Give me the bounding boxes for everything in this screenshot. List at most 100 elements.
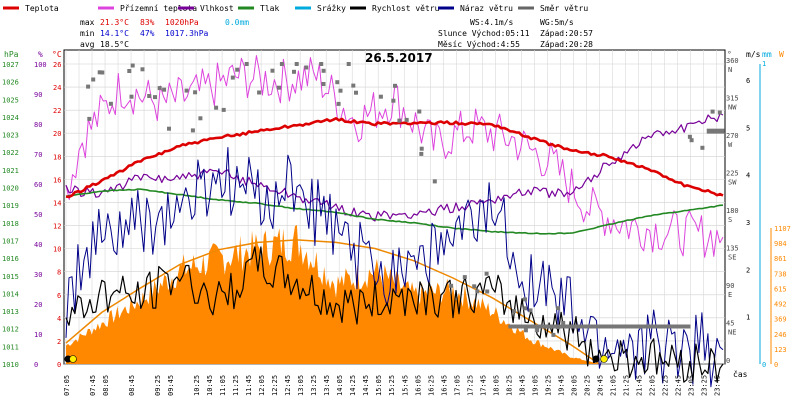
y-tick-humidity: 10	[34, 331, 42, 339]
y-tick-pressure: 1026	[2, 79, 19, 87]
y-tick-temperature: 8	[57, 269, 61, 277]
info-sun-set: Západ:20:57	[540, 29, 593, 38]
x-tick-label: 12:05	[258, 375, 266, 396]
wind-direction-point	[198, 116, 203, 121]
wind-direction-point	[270, 68, 275, 73]
wind-direction-point	[561, 320, 566, 325]
stats-max-hum: 83%	[140, 18, 155, 27]
y-tick-pressure: 1019	[2, 202, 19, 210]
x-tick-label: 15:25	[388, 375, 396, 396]
y-tick-solar: 492	[774, 301, 787, 309]
wind-direction-point	[338, 88, 343, 93]
y-tick-direction: 180	[726, 207, 739, 215]
wind-direction-point	[294, 62, 299, 66]
wind-direction-point	[140, 67, 145, 72]
wind-direction-point	[257, 90, 262, 95]
y-tick-pressure: 1023	[2, 132, 19, 140]
x-tick-label: 12:25	[271, 375, 279, 396]
y-tick-direction: 45	[726, 320, 734, 328]
y-tick-pressure: 1010	[2, 361, 19, 369]
y-tick-direction-name: E	[728, 291, 732, 299]
y-tick-direction-name: S	[728, 216, 732, 224]
y-tick-temperature: 14	[53, 199, 61, 207]
wind-direction-point	[279, 62, 284, 66]
y-tick-solar: 246	[774, 331, 787, 339]
wind-direction-point	[397, 118, 402, 123]
wind-direction-point	[700, 145, 705, 150]
wind-direction-point	[417, 109, 422, 114]
wind-direction-point	[484, 271, 489, 276]
y-tick-solar: 615	[774, 285, 787, 293]
legend-label: Vlhkost	[200, 4, 234, 13]
y-tick-wind: 5	[746, 124, 750, 132]
y-tick-pressure: 1027	[2, 61, 19, 69]
sun-set-marker	[600, 355, 608, 363]
x-tick-label: 21:25	[622, 375, 630, 396]
y-tick-humidity: 30	[34, 271, 42, 279]
y-tick-direction-name: SW	[728, 179, 737, 187]
x-tick-label: 08:05	[102, 375, 110, 396]
x-tick-label: 22:45	[674, 375, 682, 396]
wind-direction-point	[147, 94, 152, 98]
wind-direction-point	[157, 86, 162, 91]
legend-label: Směr větru	[540, 4, 588, 13]
wind-direction-point	[391, 98, 396, 103]
y-tick-pressure: 1022	[2, 149, 19, 157]
y-tick-pressure: 1024	[2, 114, 19, 122]
wind-direction-point	[551, 332, 556, 337]
sun-rise-marker	[69, 355, 77, 363]
wind-direction-point	[485, 289, 490, 294]
x-tick-label: 22:25	[661, 375, 669, 396]
info-sun-rise: Slunce Východ:05:11	[438, 29, 530, 38]
y-tick-pressure: 1013	[2, 308, 19, 316]
y-tick-pressure: 1016	[2, 255, 19, 263]
y-tick-solar: 123	[774, 346, 787, 354]
wind-direction-point	[184, 88, 189, 93]
wind-direction-point	[108, 101, 113, 106]
axis-unit-mm: mm	[762, 50, 772, 59]
y-tick-humidity: 60	[34, 181, 42, 189]
wind-direction-point	[717, 110, 722, 115]
y-tick-direction: 135	[726, 245, 739, 253]
axis-unit-time: čas	[733, 369, 748, 379]
wind-direction-point	[335, 80, 340, 85]
moon-set-marker	[592, 355, 600, 363]
wind-direction-point	[523, 328, 528, 333]
solar-radiation-area	[66, 225, 600, 364]
wind-direction-point	[462, 275, 467, 280]
y-tick-pressure: 1014	[2, 290, 19, 298]
info-moon-set: Západ:20:28	[540, 40, 593, 49]
x-tick-label: 17:25	[466, 375, 474, 396]
wind-direction-point	[432, 179, 437, 184]
y-tick-pressure: 1012	[2, 326, 19, 334]
info-ws: WS:4.1m/s	[470, 18, 514, 27]
wind-direction-point	[91, 77, 96, 82]
y-tick-temperature: 6	[57, 292, 61, 300]
wind-direction-point	[304, 65, 309, 70]
axis-unit-deg: °	[727, 50, 732, 59]
x-tick-label: 07:05	[63, 375, 71, 396]
y-tick-pressure: 1011	[2, 343, 19, 351]
wind-direction-point	[319, 62, 324, 66]
x-tick-label: 19:25	[544, 375, 552, 396]
wind-direction-point	[153, 95, 157, 100]
x-tick-label: 22:05	[648, 375, 656, 396]
y-tick-wind: 4	[746, 172, 750, 180]
stats-min-label: min	[80, 29, 95, 38]
wind-direction-point	[556, 306, 560, 311]
y-tick-direction-name: NE	[728, 329, 736, 337]
y-tick-solar: 861	[774, 255, 787, 263]
y-tick-rain-bottom: 0	[762, 361, 766, 369]
wind-direction-point	[687, 134, 692, 139]
wind-direction-point	[292, 69, 296, 74]
wind-direction-bar	[508, 324, 691, 329]
wind-direction-point	[86, 84, 91, 89]
y-tick-temperature: 4	[57, 315, 61, 323]
wind-direction-point	[230, 75, 235, 80]
wind-direction-point	[321, 68, 326, 73]
y-tick-direction: 0	[726, 357, 730, 365]
y-tick-temperature: 24	[53, 84, 61, 92]
y-tick-solar: 369	[774, 316, 787, 324]
